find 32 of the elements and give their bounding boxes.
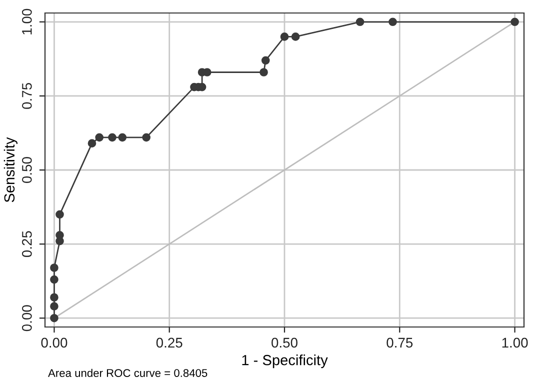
point xyxy=(50,302,58,310)
y-axis-title: Sensitivity xyxy=(4,137,18,202)
point xyxy=(280,32,289,41)
x-tick-label: 0.50 xyxy=(272,338,298,348)
y-tick-label: 0.75 xyxy=(22,83,32,109)
point xyxy=(356,18,364,26)
x-axis-title: 1 - Specificity xyxy=(242,354,328,368)
point xyxy=(95,133,104,142)
point xyxy=(56,210,64,219)
x-tick-label: 0.75 xyxy=(386,338,413,348)
point xyxy=(388,18,397,26)
point xyxy=(260,68,268,76)
point xyxy=(291,32,300,41)
y-tick-label: 0.50 xyxy=(22,157,32,183)
point xyxy=(108,133,116,142)
y-tick-label: 0.00 xyxy=(22,305,32,332)
point xyxy=(56,231,64,240)
point xyxy=(142,133,150,142)
x-tick-label: 0.00 xyxy=(41,338,68,348)
point xyxy=(261,56,270,65)
point xyxy=(50,293,58,302)
point xyxy=(88,139,96,148)
point xyxy=(50,264,58,272)
point xyxy=(50,314,58,322)
text: Area under ROC curve = 0.8405 xyxy=(48,368,208,377)
point xyxy=(118,133,127,142)
y-tick-label: 1.00 xyxy=(22,8,32,34)
point xyxy=(50,275,58,284)
point xyxy=(510,18,519,26)
x-tick-label: 1.00 xyxy=(502,338,528,348)
y-tick-label: 0.25 xyxy=(22,231,32,258)
x-tick-label: 0.25 xyxy=(156,338,182,348)
